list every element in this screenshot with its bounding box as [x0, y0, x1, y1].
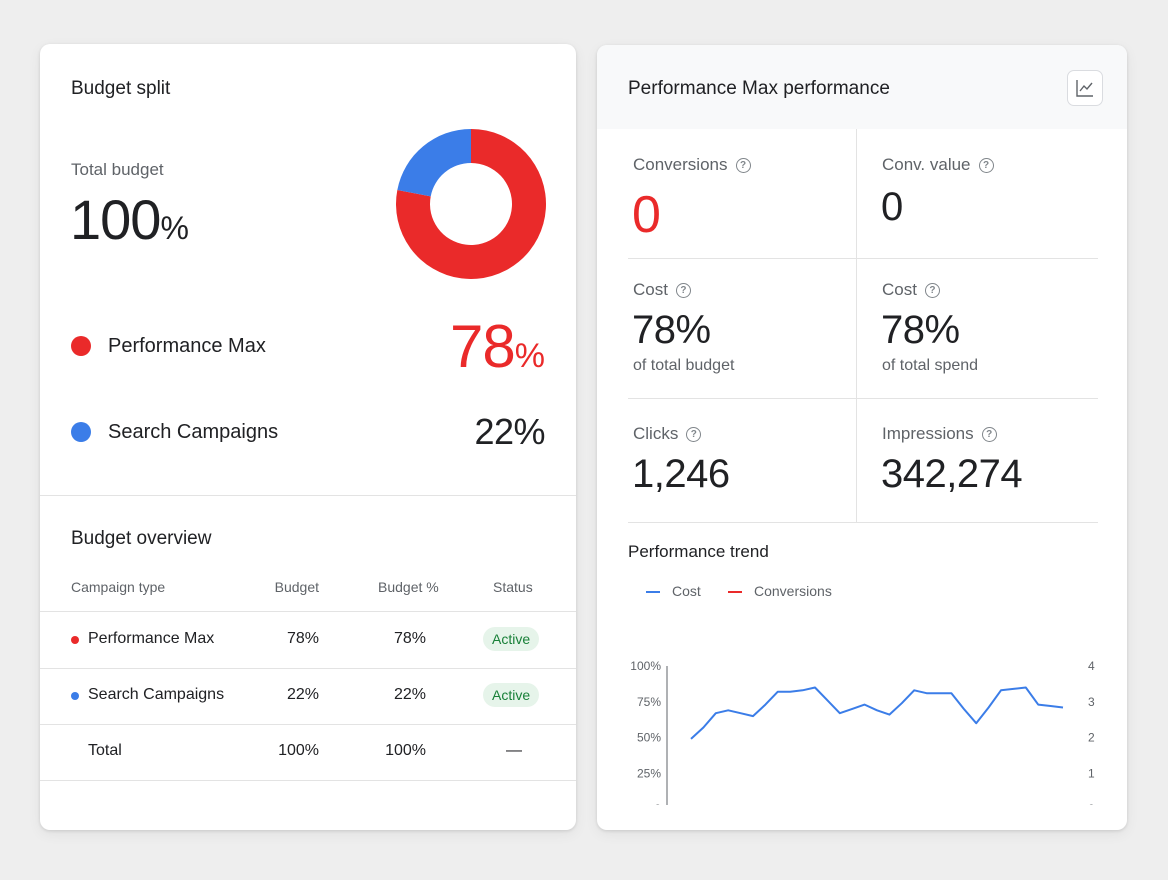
row-budget-pct: 78% — [393, 630, 426, 647]
y-right-tick: 4 — [1088, 659, 1095, 673]
performance-title: Performance Max performance — [628, 78, 890, 99]
metric-grid-divider — [628, 258, 1098, 259]
y-left-tick: 25% — [637, 766, 661, 780]
y-left-tick: 75% — [637, 695, 661, 709]
performance-max-share: 78% — [450, 312, 545, 381]
table-total-row: Total 100% 100% — — [40, 725, 576, 780]
performance-max-row-dot — [71, 636, 79, 644]
impressions-label: Impressions ? — [882, 424, 997, 444]
help-icon[interactable]: ? — [981, 426, 997, 442]
row-budget: 22% — [286, 686, 319, 703]
cost-budget-sub: of total budget — [633, 357, 735, 374]
help-icon[interactable]: ? — [735, 157, 751, 173]
table-divider — [40, 724, 576, 725]
performance-card: Performance Max performance Conversions … — [597, 45, 1127, 830]
conversions-value: 0 — [632, 186, 661, 244]
donut-slice-performance-max — [396, 129, 546, 279]
conversions-label: Conversions ? — [633, 155, 751, 175]
total-budget-unit: % — [160, 210, 189, 246]
metric-grid-divider — [628, 522, 1098, 523]
conv-value-label: Conv. value ? — [882, 155, 994, 175]
row-budget: 78% — [286, 630, 319, 647]
help-icon[interactable]: ? — [675, 282, 691, 298]
performance-max-legend-label: Performance Max — [108, 335, 266, 357]
metric-grid-divider — [628, 398, 1098, 399]
search-campaigns-share: 22% — [474, 411, 545, 452]
y-right-tick: 3 — [1088, 695, 1095, 709]
legend-label-conversions: Conversions — [754, 583, 832, 599]
cost-spend-sub: of total spend — [882, 357, 979, 374]
performance-max-legend-dot — [71, 336, 91, 356]
line-chart-icon — [1076, 80, 1093, 97]
table-divider — [40, 611, 576, 612]
help-icon[interactable]: ? — [924, 282, 940, 298]
table-row[interactable]: Performance Max 78% 78% Active — [40, 612, 576, 668]
help-icon[interactable]: ? — [978, 157, 994, 173]
legend-label-cost: Cost — [672, 583, 701, 599]
y-right-tick: 2 — [1088, 731, 1095, 745]
section-divider — [40, 495, 576, 496]
row-total-budget: 100% — [278, 742, 319, 759]
total-budget-label: Total budget — [71, 160, 164, 179]
cost-spend-label: Cost ? — [882, 280, 940, 300]
status-badge: Active — [483, 627, 540, 651]
row-campaign-name: Search Campaigns — [88, 686, 225, 703]
column-header-status: Status — [493, 579, 533, 595]
performance-max-share-unit: % — [514, 337, 545, 375]
y-right-tick: 0 — [1088, 802, 1095, 805]
series-line-cost — [690, 686, 1064, 740]
performance-header — [597, 45, 1127, 129]
help-icon[interactable]: ? — [686, 426, 702, 442]
clicks-value: 1,246 — [632, 452, 730, 496]
performance-max-share-number: 78 — [450, 313, 516, 380]
table-row[interactable]: Search Campaigns 22% 22% Active — [40, 669, 576, 725]
search-campaigns-legend-label: Search Campaigns — [108, 421, 279, 443]
budget-overview-title: Budget overview — [71, 528, 212, 549]
budget-split-card: Budget split Total budget 100% Performan… — [40, 44, 576, 830]
chart-view-button[interactable] — [1067, 70, 1103, 106]
clicks-label: Clicks ? — [633, 424, 702, 444]
metric-grid-divider — [856, 129, 857, 522]
cost-budget-value: 78% — [632, 308, 711, 352]
performance-trend-title: Performance trend — [628, 542, 769, 561]
cost-spend-value: 78% — [881, 308, 960, 352]
budget-donut-chart — [396, 129, 546, 279]
column-header-campaign-type: Campaign type — [71, 579, 166, 595]
row-campaign-name: Performance Max — [88, 630, 215, 647]
row-total-status: — — [506, 742, 522, 759]
y-left-tick: 50% — [637, 731, 661, 745]
donut-slice-search-campaigns — [397, 129, 471, 197]
cost-budget-label: Cost ? — [633, 280, 691, 300]
table-divider — [40, 668, 576, 669]
column-header-budget-pct: Budget % — [378, 579, 439, 595]
y-left-tick: 0 — [654, 802, 661, 805]
search-campaigns-row-dot — [71, 692, 79, 700]
row-total-budget-pct: 100% — [385, 742, 426, 759]
total-budget-value: 100% — [70, 187, 189, 252]
column-header-budget: Budget — [274, 579, 319, 595]
status-badge: Active — [483, 683, 540, 707]
search-campaigns-legend-dot — [71, 422, 91, 442]
impressions-value: 342,274 — [881, 452, 1023, 496]
y-right-tick: 1 — [1088, 766, 1095, 780]
conv-value-value: 0 — [881, 185, 903, 229]
row-total-label: Total — [88, 742, 122, 759]
row-budget-pct: 22% — [393, 686, 426, 703]
table-divider — [40, 780, 576, 781]
total-budget-number: 100 — [70, 188, 161, 251]
y-left-tick: 100% — [630, 659, 661, 673]
budget-split-title: Budget split — [71, 78, 171, 99]
